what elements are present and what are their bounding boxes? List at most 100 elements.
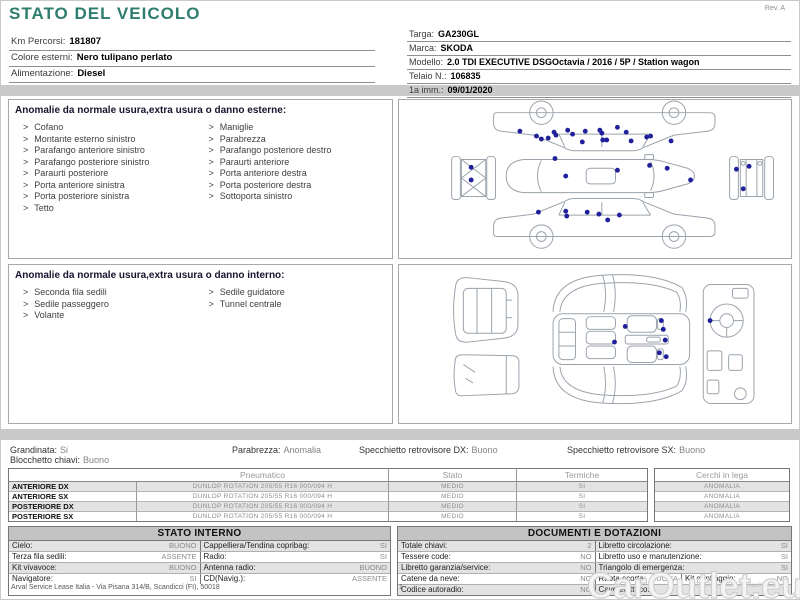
anomaly-item: > Seconda fila sedili — [23, 287, 201, 299]
page-number: 1 — [399, 584, 403, 591]
cell-value: SI — [780, 541, 788, 550]
car-front-view — [729, 156, 774, 200]
cell-value: BUONO — [168, 563, 197, 572]
cabin-top-view — [552, 274, 691, 405]
tire-spec: DUNLOP ROTATION 205/55 R16 000/094 H — [137, 492, 389, 502]
grandinata-field: Grandinata: Si — [10, 445, 232, 455]
cell-label: Kit vivavoce: — [12, 563, 57, 572]
anomaly-item-label: Porta anteriore sinistra — [34, 179, 125, 190]
anomaly-item: > Parafango anteriore sinistro — [23, 145, 201, 157]
anomaly-list-col2: > Sedile guidatore > Tunnel centrale — [201, 287, 387, 322]
info-value: 09/01/2020 — [447, 85, 493, 95]
cerchi-value: ANOMALIA — [655, 492, 789, 502]
list-marker: > — [23, 287, 29, 297]
list-marker: > — [23, 179, 29, 190]
tire-table-header: Pneumatico Stato Termiche — [9, 469, 647, 482]
info-value: GA230GL — [438, 29, 480, 39]
anomaly-item: > Maniglie — [209, 122, 387, 134]
tire-position: POSTERIORE DX — [9, 502, 137, 512]
cell-value: BUONO — [359, 563, 387, 572]
tire-row: ANTERIORE DX DUNLOP ROTATION 205/55 R16 … — [9, 482, 647, 492]
section-heading: Anomalie da normale usura,extra usura o … — [15, 105, 287, 116]
exterior-damage-dots — [468, 124, 752, 223]
cell-value: ASSENTE — [161, 552, 197, 561]
list-marker: > — [208, 156, 214, 167]
interior-anomalies-list-panel: Anomalie da normale usura,extra usura o … — [8, 264, 393, 424]
table-row: Cielo: BUONO Cappelliera/Tendina copribag… — [9, 541, 391, 552]
anomaly-item: > Cofano — [23, 122, 201, 134]
exterior-car-diagram — [451, 100, 774, 249]
list-marker: > — [208, 133, 214, 144]
tire-position: ANTERIORE SX — [9, 492, 137, 502]
header-spacer — [9, 469, 137, 482]
tire-row: POSTERIORE SX DUNLOP ROTATION 205/55 R16… — [9, 512, 647, 521]
tire-spec: DUNLOP ROTATION 205/55 R16 000/094 H — [137, 482, 389, 492]
field-value: Buono — [679, 445, 706, 455]
cell-value: 2 — [587, 541, 592, 550]
anomaly-item: > Porta anteriore destra — [209, 168, 387, 180]
anomaly-item-label: Parabrezza — [219, 133, 266, 144]
cell-value: BUONO — [168, 541, 197, 550]
anomaly-item: > Tetto — [23, 203, 201, 215]
info-value: Diesel — [77, 68, 106, 79]
cell-label: Libretto garanzia/service: — [401, 563, 491, 572]
info-row-marca: Marca: SKODA — [407, 42, 791, 56]
anomaly-item: > Porta posteriore destra — [209, 180, 387, 192]
anomaly-item-label: Tunnel centrale — [219, 298, 282, 309]
anomaly-item-label: Parafango posteriore destro — [219, 145, 332, 155]
cell-label: Libretto circolazione: — [598, 541, 672, 550]
cerchi-value: ANOMALIA — [655, 502, 789, 512]
bottom-tables: STATO INTERNO Cielo: BUONO Cappelliera/Te… — [1, 526, 799, 596]
divider-bar-top — [1, 85, 799, 96]
vehicle-info-right: Targa: GA230GL Marca: SKODA Modello: 2.0 TD… — [407, 28, 791, 98]
list-marker: > — [23, 133, 29, 144]
cell-label: Libretto uso e manutenzione: — [598, 552, 702, 561]
field-label: Specchietto retrovisore DX: — [359, 445, 469, 455]
list-marker: > — [208, 298, 214, 309]
list-marker: > — [23, 202, 29, 213]
blocchetto-chiavi-field: Blocchetto chiavi: Buono — [10, 455, 109, 465]
dashboard-view — [702, 284, 755, 404]
footer-doc-id: ID 1a7fb3-71ad7-8 , 0aa30aa — [692, 583, 771, 589]
list-marker: > — [23, 122, 29, 132]
list-marker: > — [23, 156, 29, 167]
revision-label: Rev. A — [764, 5, 785, 12]
cell-value: SI — [780, 563, 788, 572]
anomaly-list-col2: > Maniglie > Parabrezza > Parafango posteri… — [201, 122, 387, 214]
anomaly-item: > Parafango posteriore destro — [209, 145, 387, 157]
anomaly-item: > Paraurti posteriore — [23, 168, 201, 180]
exterior-anomalies-section: Anomalie da normale usura,extra usura o … — [1, 99, 799, 259]
info-label: 1a imm.: — [409, 85, 444, 95]
cell-value: NO — [776, 574, 788, 583]
trunk-open-view — [453, 277, 519, 343]
cell-label: CD(Navig.): — [203, 574, 246, 583]
car-top-view — [505, 154, 695, 199]
cell-value: NO — [580, 574, 592, 583]
cell-label: Ruota scorta: — [598, 574, 647, 583]
anomaly-item-label: Volante — [34, 310, 65, 320]
table-row: Kit vivavoce: BUONO Antenna radio: BUONO — [9, 563, 391, 574]
info-row-targa: Targa: GA230GL — [407, 28, 791, 42]
anomaly-item: > Parafango posteriore sinistro — [23, 157, 201, 169]
table-row: Libretto garanzia/service: NO Triangolo d… — [398, 563, 791, 574]
list-marker: > — [208, 179, 214, 190]
info-row-km: Km Percorsi: 181807 — [9, 35, 375, 51]
info-label: Targa: — [409, 29, 435, 39]
tire-row: POSTERIORE DX DUNLOP ROTATION 205/55 R16… — [9, 502, 647, 512]
cell-label: Kit gonfiaggio: — [684, 574, 736, 583]
header-cerchi: Cerchi in lega — [655, 469, 789, 482]
info-label: Modello: — [409, 57, 444, 67]
cerchi-value: ANOMALIA — [655, 482, 789, 492]
anomaly-item: > Volante — [23, 310, 201, 322]
interior-anomalies-section: Anomalie da normale usura,extra usura o … — [1, 264, 799, 424]
info-value: Nero tulipano perlato — [76, 52, 173, 63]
tire-stato: MEDIO — [389, 502, 517, 512]
anomaly-item: > Parabrezza — [209, 134, 387, 146]
tire-position: ANTERIORE DX — [9, 482, 137, 492]
anomaly-item-label: Porta posteriore sinistra — [34, 191, 130, 201]
tire-table: Pneumatico Stato Termiche ANTERIORE DX D… — [8, 468, 648, 522]
cell-value: SI — [379, 552, 387, 561]
table-title: STATO INTERNO — [9, 527, 391, 541]
vehicle-info-left: Km Percorsi: 181807 Colore esterni: Nero t… — [9, 35, 375, 98]
anomaly-item-label: Sottoporta sinistro — [219, 191, 293, 201]
